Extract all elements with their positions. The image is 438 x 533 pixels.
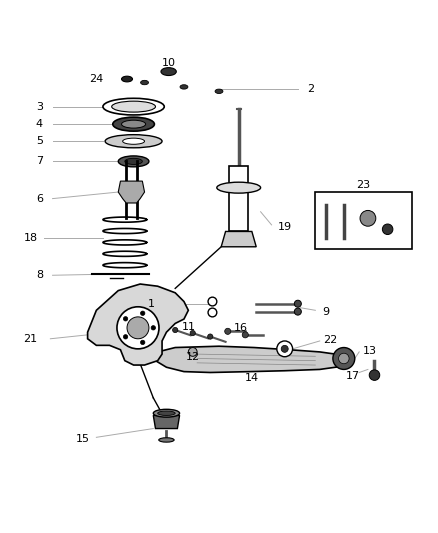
Circle shape [382,224,393,235]
Ellipse shape [125,158,142,165]
Text: 8: 8 [36,270,43,280]
Text: 2: 2 [307,84,314,94]
Ellipse shape [217,182,261,193]
Circle shape [333,348,355,369]
Circle shape [173,327,178,333]
Ellipse shape [103,98,164,115]
Circle shape [208,308,217,317]
Polygon shape [229,166,248,231]
Bar [315,192,412,249]
Circle shape [190,330,195,336]
Circle shape [141,340,145,345]
Circle shape [294,300,301,307]
Ellipse shape [105,135,162,148]
Text: 12: 12 [186,352,200,362]
Circle shape [225,328,231,334]
Ellipse shape [159,438,174,442]
Ellipse shape [161,68,176,76]
Circle shape [360,211,376,226]
Text: 1: 1 [148,298,155,309]
Ellipse shape [121,76,132,82]
Text: 6: 6 [36,193,43,204]
Text: 17: 17 [346,371,360,381]
Circle shape [124,317,128,321]
Ellipse shape [121,120,145,128]
Circle shape [281,345,288,352]
Ellipse shape [123,138,145,144]
Text: 15: 15 [76,434,90,443]
Polygon shape [221,231,256,247]
Text: 24: 24 [89,74,103,84]
Text: 4: 4 [36,119,43,129]
Circle shape [294,308,301,315]
Circle shape [151,326,155,330]
Ellipse shape [180,85,188,89]
Text: 9: 9 [323,306,330,317]
Ellipse shape [113,117,154,131]
Circle shape [127,317,149,339]
Circle shape [188,348,197,356]
Polygon shape [155,346,350,373]
Text: 11: 11 [181,321,195,332]
Text: 10: 10 [162,58,176,68]
Ellipse shape [215,89,223,93]
Circle shape [277,341,293,357]
Circle shape [208,297,217,306]
Polygon shape [118,181,145,203]
Text: 21: 21 [24,334,38,344]
Circle shape [339,353,349,364]
Ellipse shape [141,80,148,85]
Ellipse shape [118,156,149,167]
Ellipse shape [158,411,175,415]
Circle shape [124,335,128,339]
Circle shape [242,332,248,338]
Polygon shape [153,415,180,429]
Circle shape [141,311,145,316]
Text: 18: 18 [24,233,38,243]
Text: 7: 7 [36,156,43,166]
Text: 14: 14 [245,373,259,383]
Ellipse shape [112,101,155,112]
Circle shape [208,334,213,339]
Text: 22: 22 [324,335,338,345]
Text: 13: 13 [363,345,377,356]
Text: 3: 3 [36,102,43,111]
Circle shape [369,370,380,381]
Circle shape [117,307,159,349]
Ellipse shape [153,409,180,417]
Text: 16: 16 [234,323,248,333]
Polygon shape [88,284,188,365]
Text: 5: 5 [36,136,43,146]
Text: 23: 23 [357,181,371,190]
Text: 19: 19 [278,222,292,232]
